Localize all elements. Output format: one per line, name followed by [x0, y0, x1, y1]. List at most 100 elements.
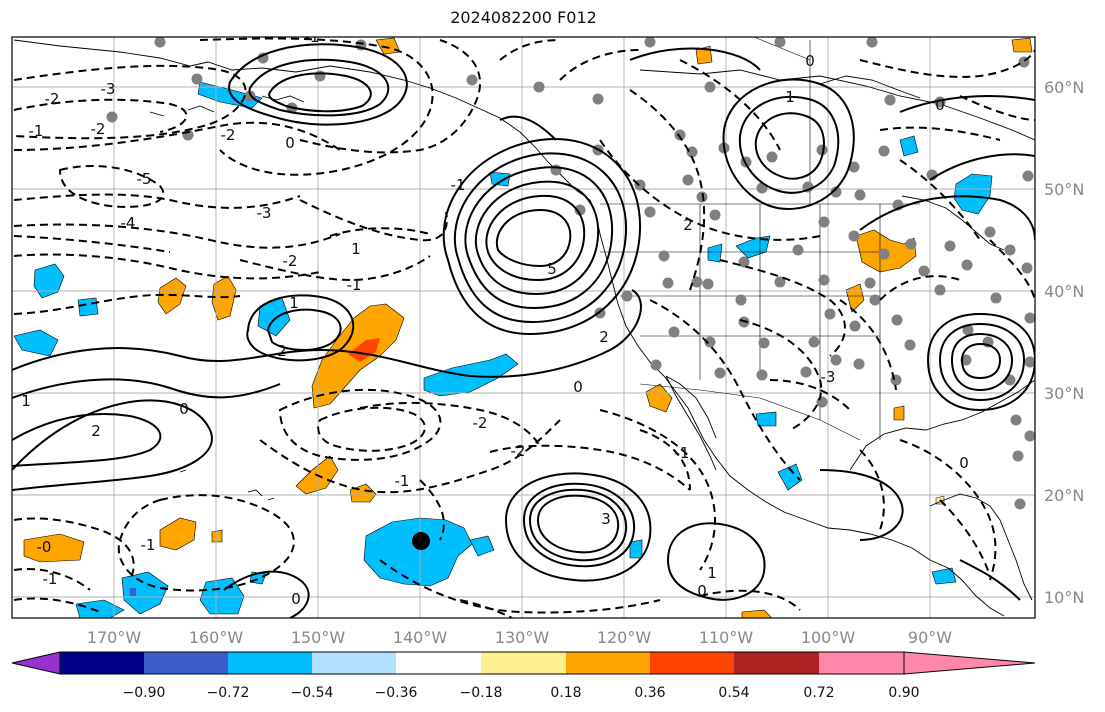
patch-blue — [77, 297, 99, 317]
lat-tick-label: 10°N — [1044, 588, 1084, 607]
colorbar-segment — [566, 652, 650, 674]
alaska-coast — [13, 39, 591, 201]
patch-blue-dark — [130, 588, 136, 596]
map-plot-area: -3 -2 -1 -2 -5 -4 -3 -2 -1 1 2 0 1 2 -2 … — [12, 37, 1035, 618]
colorbar-tick-label: 0.18 — [550, 685, 581, 701]
colorbar-tick-label: −0.72 — [207, 685, 250, 701]
contour-label: -1 — [395, 472, 410, 490]
patch-blue — [899, 135, 919, 157]
contour-label: 0 — [285, 134, 295, 152]
contour-label: -1 — [141, 536, 156, 554]
patch-orange — [157, 277, 187, 315]
colorbar-segment — [734, 652, 819, 674]
canada-interior — [639, 69, 1035, 141]
contour-labels: -3 -2 -1 -2 -5 -4 -3 -2 -1 1 2 0 1 2 -2 … — [21, 37, 969, 608]
patch-blue — [931, 567, 957, 585]
contour-label: 0 — [959, 454, 969, 472]
map-title: 2024082200 F012 — [450, 8, 597, 27]
coastlines — [13, 39, 1035, 617]
contour-label: -2 — [511, 442, 526, 460]
patch-blue — [33, 263, 65, 299]
lon-tick-label: 150°W — [291, 628, 346, 647]
contour-label: 0 — [291, 590, 301, 608]
lon-tick-label: 160°W — [189, 628, 244, 647]
lon-tick-label: 130°W — [495, 628, 550, 647]
patch-orange — [349, 483, 377, 503]
contour-label: 5 — [547, 260, 557, 278]
colorbar-tick-label: 0.90 — [888, 685, 919, 701]
storm-center-marker — [412, 532, 430, 550]
contour-label: 1 — [785, 88, 795, 106]
patch-orange — [741, 609, 773, 618]
yucatan-coast — [929, 493, 1033, 601]
lat-tick-label: 20°N — [1044, 486, 1084, 505]
contour-label: 2 — [683, 216, 693, 234]
lat-tick-label: 60°N — [1044, 78, 1084, 97]
patch-blue — [489, 171, 511, 187]
colorbar-segment — [60, 652, 144, 674]
contour-label: -2 — [473, 414, 488, 432]
contour-label: 0 — [179, 400, 189, 418]
patch-orange — [375, 37, 401, 55]
lat-tick-label: 30°N — [1044, 384, 1084, 403]
patch-orange — [893, 405, 905, 421]
patch-blue — [363, 517, 473, 587]
lon-tick-label: 120°W — [597, 628, 652, 647]
contour-label: 2 — [91, 422, 101, 440]
patch-blue — [121, 571, 169, 615]
shaded-anomaly-patches — [13, 37, 1033, 618]
hudson-bay — [819, 75, 921, 99]
hawaii — [179, 469, 275, 501]
colorbar-segment — [396, 652, 481, 674]
patch-blue — [197, 81, 263, 109]
graticule — [12, 37, 1035, 618]
patch-blue — [735, 235, 771, 259]
contour-label: -4 — [121, 214, 136, 232]
patch-blue — [75, 599, 125, 618]
contour-label: 1 — [707, 564, 717, 582]
contours-positive — [12, 43, 1035, 618]
contour-label: -1 — [675, 444, 690, 462]
lon-tick-label: 90°W — [908, 628, 952, 647]
political-borders — [600, 37, 920, 441]
colorbar-tick-label: −0.36 — [375, 685, 418, 701]
contour-label: -0 — [37, 538, 52, 556]
contour-label: 1 — [351, 240, 361, 258]
lon-tick-label: 110°W — [699, 628, 754, 647]
contour-label: -2 — [45, 90, 60, 108]
colorbar-tick-label: 0.54 — [718, 685, 749, 701]
colorbar-segment — [312, 652, 396, 674]
patch-orange — [695, 45, 713, 65]
baja-coast — [665, 375, 717, 471]
patch-red — [348, 338, 380, 362]
colorbar-segment — [481, 652, 566, 674]
patch-blue — [755, 411, 777, 427]
contour-label: 1 — [21, 392, 31, 410]
contour-label: -1 — [451, 176, 466, 194]
contour-label: -5 — [137, 170, 152, 188]
patch-orange — [159, 517, 197, 551]
canada-coast — [589, 199, 1005, 617]
contour-label: 2 — [599, 328, 609, 346]
patch-blue — [777, 463, 803, 491]
patch-orange — [645, 383, 673, 413]
colorbar-segment — [228, 652, 312, 674]
alaska-islands — [149, 95, 305, 117]
contour-label: 0 — [935, 96, 945, 114]
patch-orange — [211, 529, 223, 543]
contour-label: -1 — [29, 122, 44, 140]
contour-label: -2 — [221, 126, 236, 144]
patch-orange — [845, 283, 865, 313]
contour-label: 0 — [805, 52, 815, 70]
patch-orange — [23, 533, 85, 563]
longitude-labels: 170°W 160°W 150°W 140°W 130°W 120°W 110°… — [87, 628, 952, 647]
colorbar-tick-label: −0.90 — [123, 685, 166, 701]
patch-orange — [1011, 37, 1033, 53]
patch-blue — [707, 243, 723, 263]
lat-tick-label: 50°N — [1044, 180, 1084, 199]
contour-label: -3 — [101, 80, 116, 98]
contour-label: -3 — [821, 368, 836, 386]
colorbar-segment — [650, 652, 734, 674]
colorbar-tick-label: −0.18 — [460, 685, 503, 701]
contour-label: -2 — [91, 120, 106, 138]
